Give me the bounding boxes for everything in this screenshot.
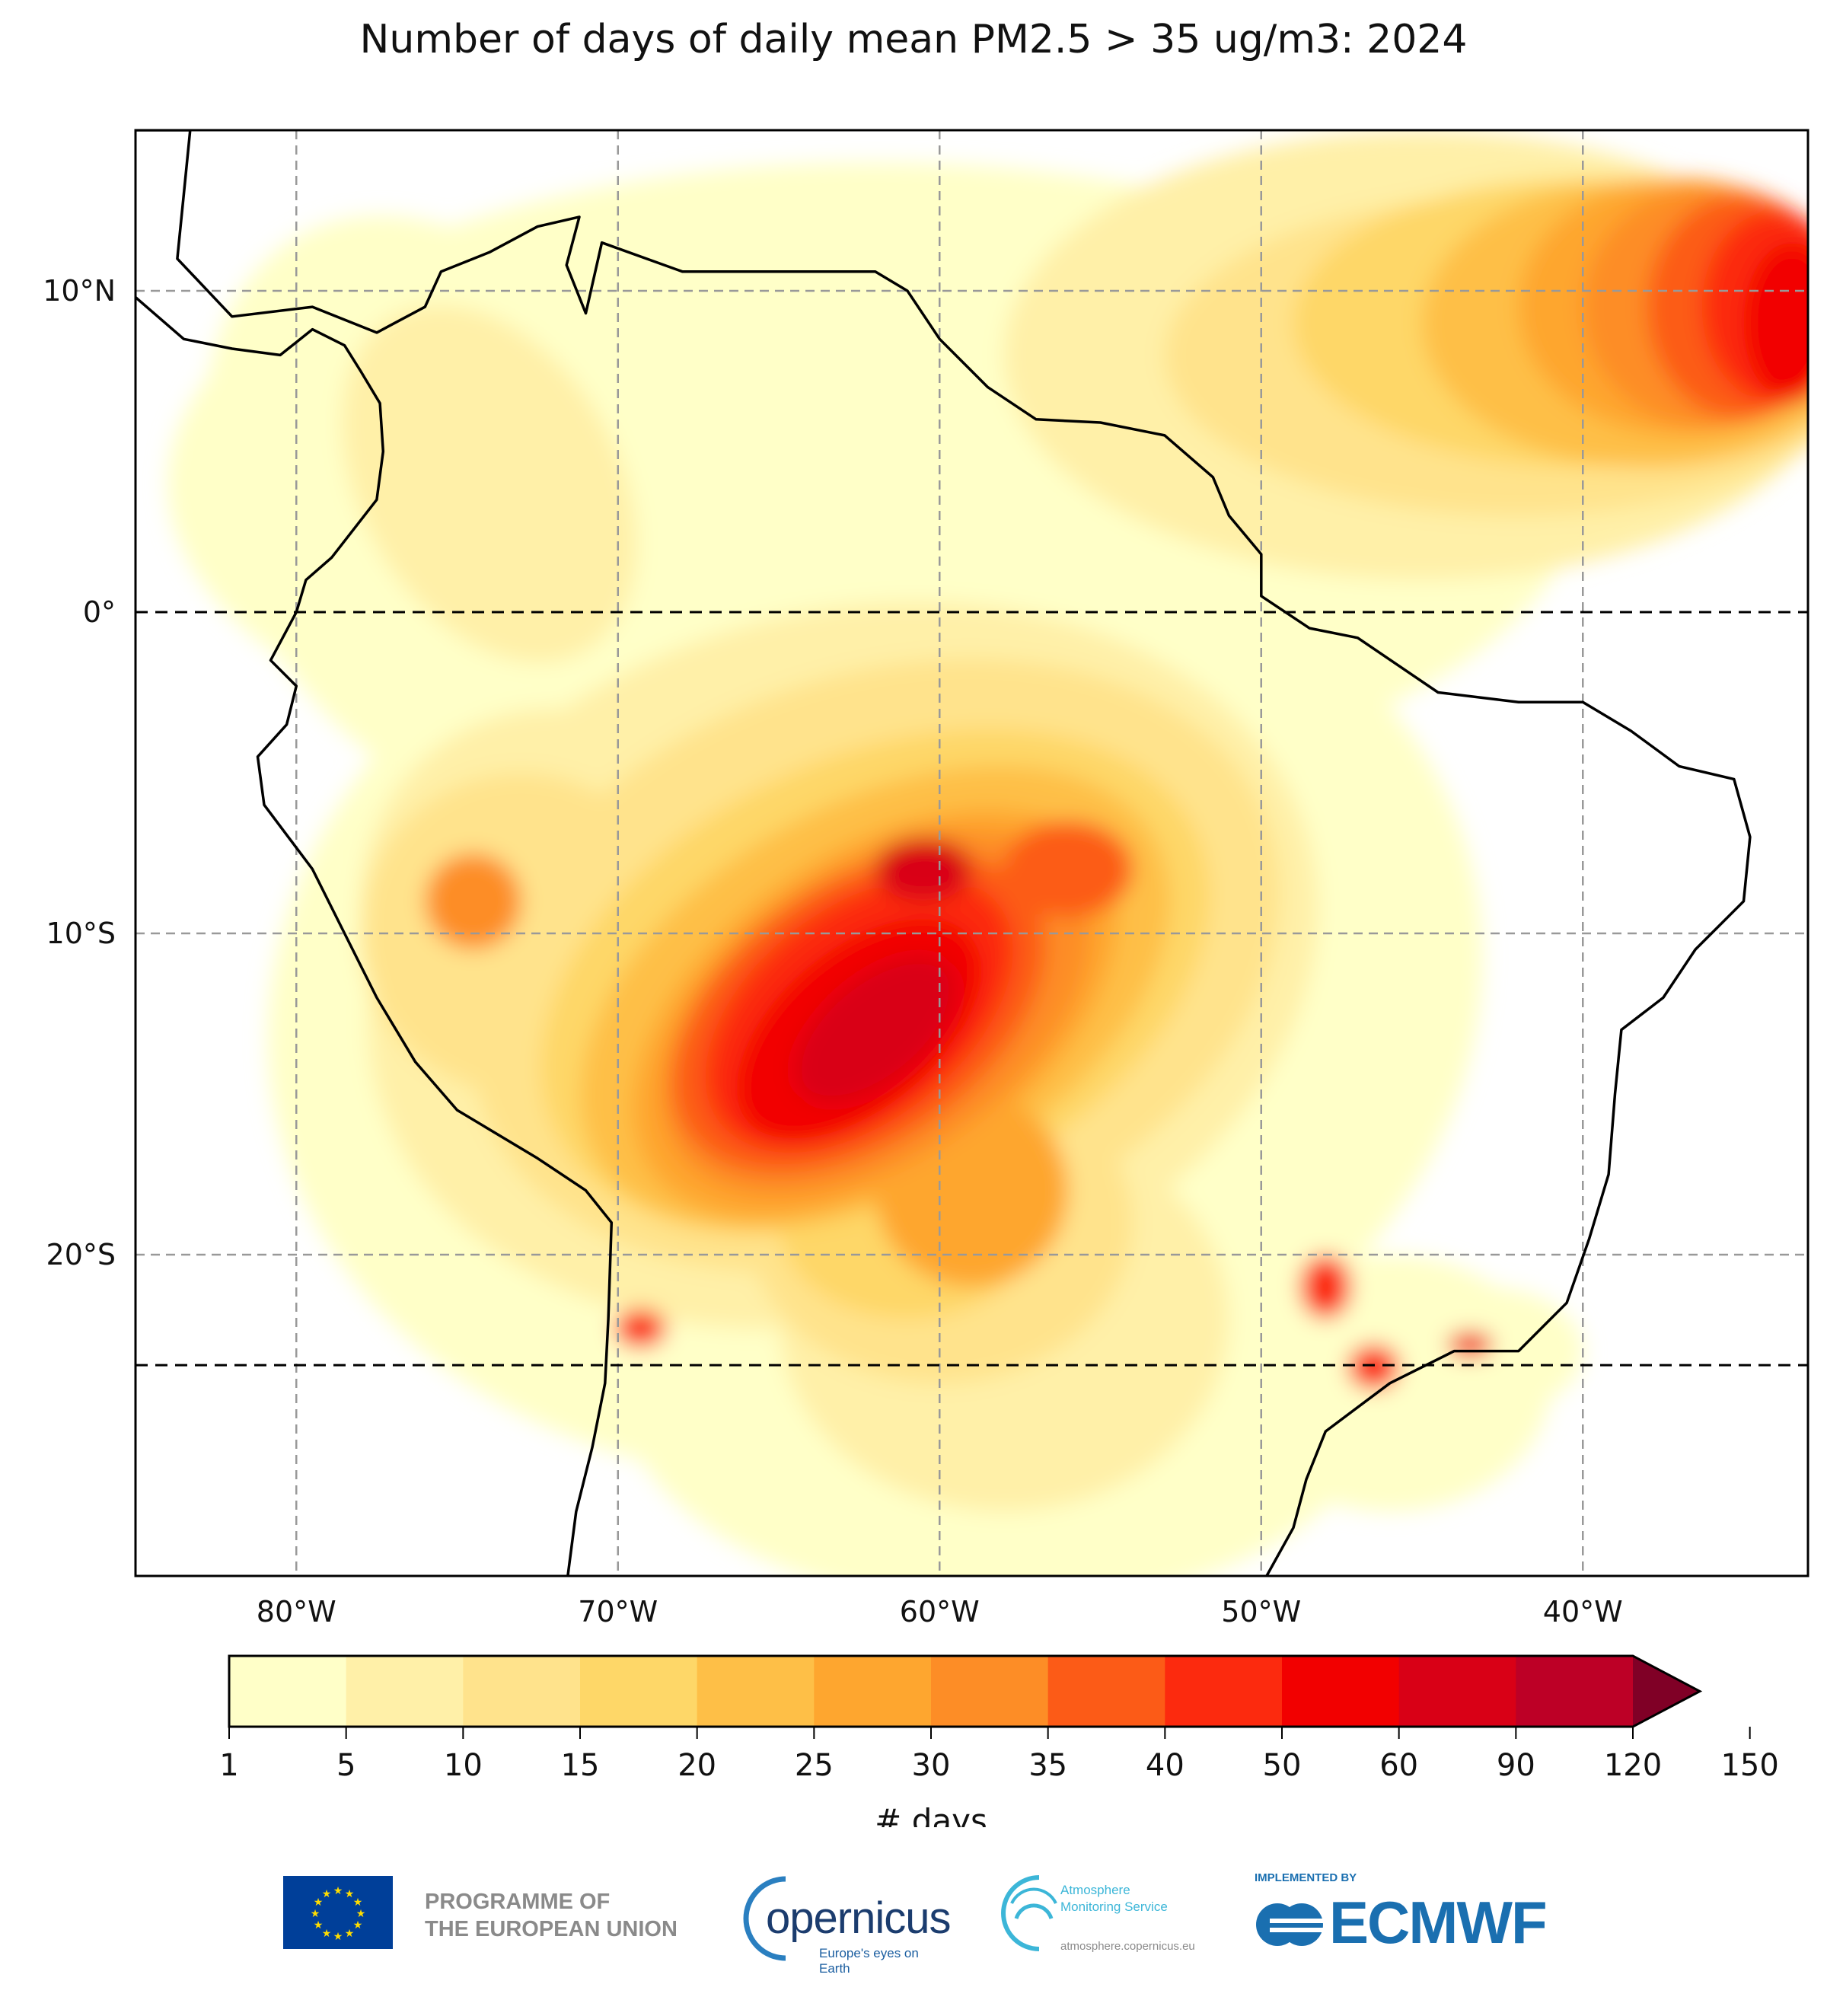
colorbar-swatch-25 [814,1656,932,1727]
colorbar-tick-label: 90 [1497,1748,1535,1783]
x-tick-label: 80°W [257,1595,336,1628]
colorbar-swatch-20 [697,1656,815,1727]
eu-star: ★ [314,1919,324,1931]
colorbar-label: # days [875,1802,987,1827]
colorbar-swatch-10 [463,1656,581,1727]
colorbar-tick-label: 60 [1379,1748,1418,1783]
eu-star: ★ [333,1931,343,1943]
colorbar-tick-label: 10 [444,1748,483,1783]
field-level-30 [425,853,521,950]
copernicus-logo: opernicus Europe's eyes on Earth [732,1873,951,1976]
eu-star: ★ [353,1919,363,1931]
field-level-50 [1743,242,1808,404]
field-level-35 [1003,821,1133,917]
eu-line1: PROGRAMME OF [425,1890,611,1914]
ecmwf-implemented-by: IMPLEMENTED BY [1255,1871,1357,1884]
colorbar-tick-label: 15 [561,1748,600,1783]
eu-star: ★ [345,1888,355,1900]
ecmwf-wordmark: ECMWF [1329,1889,1548,1956]
y-tick-label: 20°S [46,1238,116,1271]
cams-logo: Atmosphere Monitoring Service atmosphere.… [1001,1873,1229,1964]
x-tick-label: 70°W [578,1595,658,1628]
field-level-1 [457,194,972,451]
colorbar-swatch-1 [229,1656,347,1727]
colorbar-tick-label: 20 [678,1748,716,1783]
colorbar: 1 5 10 15 20 25 30 35 40 50 60 90 120 150# days [219,1654,1779,1827]
field-level-40 [1299,1255,1352,1319]
eu-star: ★ [333,1885,343,1897]
copernicus-wordmark: opernicus [766,1893,951,1943]
eu-star: ★ [314,1896,324,1909]
cams-line2: Monitoring Service [1060,1900,1168,1914]
y-tick-label: 10°S [46,917,116,950]
gridlines [136,130,1808,1576]
field-level-40 [1347,1345,1400,1390]
colorbar-tick-label: 50 [1263,1748,1302,1783]
eu-flag-logo: ★ ★ ★ ★ ★ ★ ★ ★ ★ ★ ★ ★ [283,1876,393,1949]
colorbar-swatch-90 [1516,1656,1634,1727]
colorbar-tick-label: 1 [219,1748,238,1783]
colorbar-outline [228,1654,1703,1728]
eu-star: ★ [345,1928,355,1940]
eu-star: ★ [322,1928,332,1940]
copernicus-tagline: Europe's eyes on Earth [819,1946,919,1976]
cams-url: atmosphere.copernicus.eu [1060,1940,1195,1953]
logo-row: ★ ★ ★ ★ ★ ★ ★ ★ ★ ★ ★ ★ PROGRAMME OF THE EUROPEAN U… [0,1858,1827,1979]
colorbar-swatch-60 [1398,1656,1516,1727]
eu-star: ★ [322,1888,332,1900]
chart-title: Number of days of daily mean PM2.5 > 35 … [359,17,1468,62]
cams-line1: Atmosphere [1060,1883,1130,1897]
x-tick-label: 50°W [1221,1595,1301,1628]
colorbar-tick-label: 5 [336,1748,356,1783]
field-level-60 [875,837,972,901]
eu-star: ★ [353,1896,363,1909]
field-contours [167,130,1808,1576]
eu-line2: THE EUROPEAN UNION [425,1917,678,1941]
colorbar-tick-label: 150 [1720,1748,1778,1783]
colorbar-swatch-35 [1047,1656,1165,1727]
field-level-50 [1447,1332,1493,1358]
field-level-40 [614,1309,667,1348]
ecmwf-logo: IMPLEMENTED BY ECMWF [1255,1871,1559,1970]
eu-star: ★ [356,1908,366,1920]
colorbar-tick-label: 35 [1028,1748,1067,1783]
colorbar-tick-label: 120 [1604,1748,1662,1783]
colorbar-swatch-15 [580,1656,698,1727]
cams-name: Atmosphere Monitoring Service [1060,1882,1168,1916]
colorbar-tick-label: 25 [795,1748,834,1783]
x-tick-label: 40°W [1543,1595,1623,1628]
colorbar-tick-label: 40 [1146,1748,1185,1783]
axis-ticks: 80°W 70°W 60°W 50°W 40°W 10°N 0° 10°S 20°S [43,274,1623,1628]
coastline [136,130,1752,1576]
map-chart: 80°W 70°W 60°W 50°W 40°W10°N0°10°S20°S 1 5 10 1… [43,129,1809,1827]
colorbar-swatch-5 [346,1656,464,1727]
coastline-path [136,130,1752,1576]
field-level-60 [794,956,957,1104]
eu-programme-text: PROGRAMME OF THE EUROPEAN UNION [425,1888,678,1943]
colorbar-swatch-40 [1165,1656,1283,1727]
eu-star: ★ [311,1908,320,1920]
colorbar-swatch-50 [1282,1656,1400,1727]
colorbar-extend-arrow [1633,1656,1700,1727]
y-tick-label: 0° [83,595,116,629]
x-tick-label: 60°W [900,1595,980,1628]
colorbar-swatch-30 [931,1656,1049,1727]
field-level-5 [342,305,637,663]
y-tick-label: 10°N [43,274,116,308]
map-frame [134,129,1809,1577]
colorbar-tick-label: 30 [912,1748,951,1783]
pm25-field [167,130,1808,1576]
